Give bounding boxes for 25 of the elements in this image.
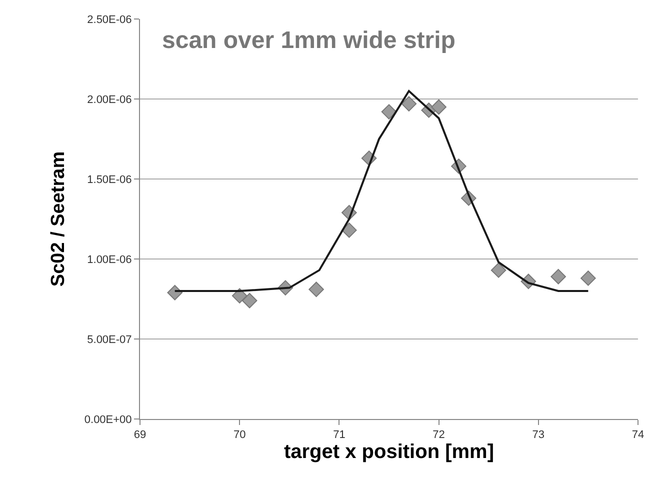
y-tick-label: 2.50E-06 — [87, 14, 132, 26]
point — [381, 104, 397, 120]
y-tick-label: 1.50E-06 — [87, 174, 132, 186]
x-tick-label: 69 — [134, 429, 146, 442]
y-tick-label: 0.00E+00 — [84, 414, 132, 426]
point — [490, 262, 506, 278]
x-tick-label: 72 — [432, 429, 445, 442]
chart-title: scan over 1mm wide strip — [162, 27, 456, 54]
point — [242, 292, 258, 308]
point — [308, 282, 324, 298]
point — [342, 222, 357, 238]
y-tick-label: 5.00E-07 — [87, 334, 132, 346]
x-axis-title: target x position [mm] — [284, 441, 494, 464]
x-tick-label: 73 — [532, 429, 545, 442]
point — [431, 99, 446, 115]
point — [550, 268, 566, 284]
y-axis-title: Sc02 / Seetram — [48, 151, 70, 287]
y-tick-label: 2.00E-06 — [87, 94, 132, 106]
point — [167, 284, 183, 300]
x-tick-label: 74 — [632, 429, 644, 442]
point — [580, 270, 596, 286]
point — [401, 96, 417, 112]
x-tick-label: 71 — [333, 429, 346, 442]
y-tick-label: 1.00E-06 — [87, 254, 132, 266]
x-tick-label: 70 — [233, 429, 246, 442]
